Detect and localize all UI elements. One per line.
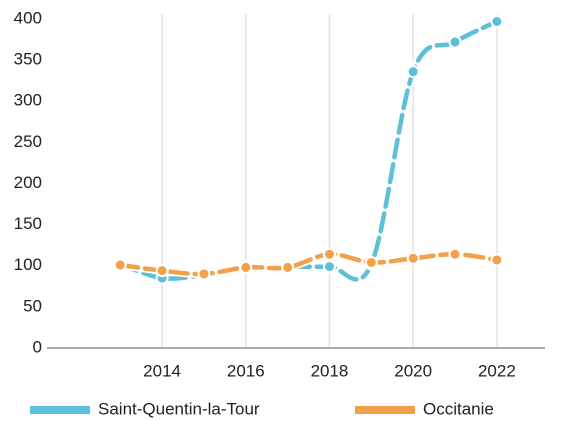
x-tick-label: 2022	[478, 361, 516, 380]
y-tick-label: 200	[14, 173, 42, 192]
point	[448, 247, 462, 261]
point	[448, 35, 462, 49]
point	[364, 255, 378, 269]
point	[322, 247, 336, 261]
y-tick-label: 50	[23, 296, 42, 315]
line-halo	[116, 17, 501, 284]
point	[406, 65, 420, 79]
point	[239, 260, 253, 274]
y-tick-label: 400	[14, 8, 42, 27]
point	[155, 264, 169, 278]
x-tick-label: 2016	[227, 361, 265, 380]
y-tick-label: 100	[14, 255, 42, 274]
legend-label: Saint-Quentin-la-Tour	[98, 399, 260, 418]
y-tick-label: 150	[14, 214, 42, 233]
x-tick-label: 2018	[311, 361, 349, 380]
x-tick-label: 2014	[143, 361, 181, 380]
y-tick-label: 0	[33, 337, 42, 356]
x-tick-label: 2020	[394, 361, 432, 380]
series-line	[117, 251, 500, 277]
y-tick-label: 250	[14, 132, 42, 151]
point	[490, 14, 504, 28]
point	[281, 260, 295, 274]
point	[490, 253, 504, 267]
legend-label: Occitanie	[423, 399, 494, 418]
point	[113, 258, 127, 272]
point	[197, 267, 211, 281]
y-tick-label: 350	[14, 50, 42, 69]
point	[406, 251, 420, 265]
y-tick-label: 300	[14, 91, 42, 110]
point	[322, 260, 336, 274]
series-line	[117, 19, 500, 282]
